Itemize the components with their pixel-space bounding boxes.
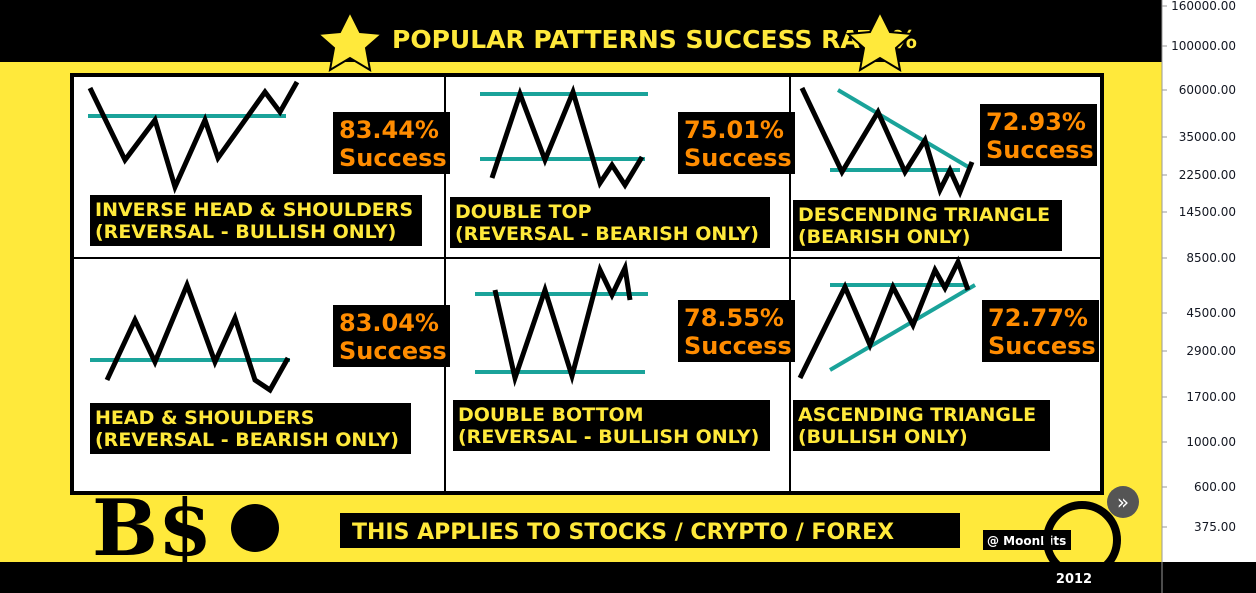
- pattern-kind: (REVERSAL - BULLISH ONLY): [458, 426, 759, 448]
- rate-box: [333, 305, 450, 367]
- price-label: 1000.00: [1186, 435, 1236, 449]
- title: POPULAR PATTERNS SUCCESS RATE%: [392, 25, 917, 54]
- rate-box: [678, 300, 795, 362]
- time-label: 2012: [1056, 572, 1092, 587]
- rate-box: [982, 300, 1099, 362]
- note-box: [340, 513, 960, 548]
- success-label: Success: [986, 136, 1094, 164]
- success-rate: 83.04%: [339, 309, 439, 337]
- name-box: [90, 403, 411, 454]
- pattern-kind: (REVERSAL - BULLISH ONLY): [95, 221, 396, 243]
- logo-circle: [231, 504, 279, 552]
- pattern-kind: (REVERSAL - BEARISH ONLY): [455, 223, 759, 245]
- success-label: Success: [339, 337, 447, 365]
- pattern-drawings: [87, 80, 977, 394]
- pattern-name: DOUBLE BOTTOM: [458, 404, 644, 426]
- logo: B$: [92, 483, 212, 574]
- rate-box: [333, 112, 450, 174]
- rocket-logo: [1043, 501, 1121, 579]
- name-box: [793, 200, 1062, 251]
- rate-box: [678, 112, 795, 174]
- price-label: 35000.00: [1179, 130, 1236, 144]
- pattern-kind: (BULLISH ONLY): [798, 426, 968, 448]
- name-box: [793, 400, 1050, 451]
- star: [845, 9, 915, 72]
- price-label: 600.00: [1194, 480, 1236, 494]
- name-box: [450, 197, 770, 248]
- pattern-name: INVERSE HEAD & SHOULDERS: [95, 199, 413, 221]
- pattern-name: DESCENDING TRIANGLE: [798, 204, 1050, 226]
- star: [315, 9, 385, 72]
- footer-bar: [0, 562, 1256, 593]
- price-label: 2900.00: [1186, 344, 1236, 358]
- price-axis-panel: [1162, 0, 1256, 562]
- price-label: 160000.00: [1171, 0, 1236, 13]
- success-label: Success: [684, 144, 792, 172]
- pattern-name: HEAD & SHOULDERS: [95, 407, 315, 429]
- price-label: 1700.00: [1186, 390, 1236, 404]
- success-rate: 72.93%: [986, 108, 1086, 136]
- pattern-name: ASCENDING TRIANGLE: [798, 404, 1036, 426]
- success-label: Success: [339, 144, 447, 172]
- rate-box: [980, 104, 1097, 166]
- success-label: Success: [988, 332, 1096, 360]
- success-rate: 72.77%: [988, 304, 1088, 332]
- credit: @ MoonBits: [987, 534, 1066, 548]
- price-label: 100000.00: [1171, 39, 1236, 53]
- price-label: 60000.00: [1179, 83, 1236, 97]
- pattern-kind: (BEARISH ONLY): [798, 226, 970, 248]
- price-label: 375.00: [1194, 520, 1236, 534]
- price-label: 8500.00: [1186, 251, 1236, 265]
- success-label: Success: [684, 332, 792, 360]
- success-rate: 75.01%: [684, 116, 784, 144]
- pattern-kind: (REVERSAL - BEARISH ONLY): [95, 429, 399, 451]
- success-rate: 78.55%: [684, 304, 784, 332]
- pattern-name: DOUBLE TOP: [455, 201, 592, 223]
- price-label: 4500.00: [1186, 306, 1236, 320]
- header-bar: [0, 0, 1162, 62]
- price-label: 14500.00: [1179, 205, 1236, 219]
- scroll-icon[interactable]: »: [1117, 490, 1129, 514]
- scroll-button[interactable]: [1107, 486, 1139, 518]
- success-rate: 83.44%: [339, 116, 439, 144]
- name-box: [453, 400, 770, 451]
- note: THIS APPLIES TO STOCKS / CRYPTO / FOREX: [352, 520, 894, 545]
- price-label: 22500.00: [1179, 168, 1236, 182]
- name-box: [90, 195, 422, 246]
